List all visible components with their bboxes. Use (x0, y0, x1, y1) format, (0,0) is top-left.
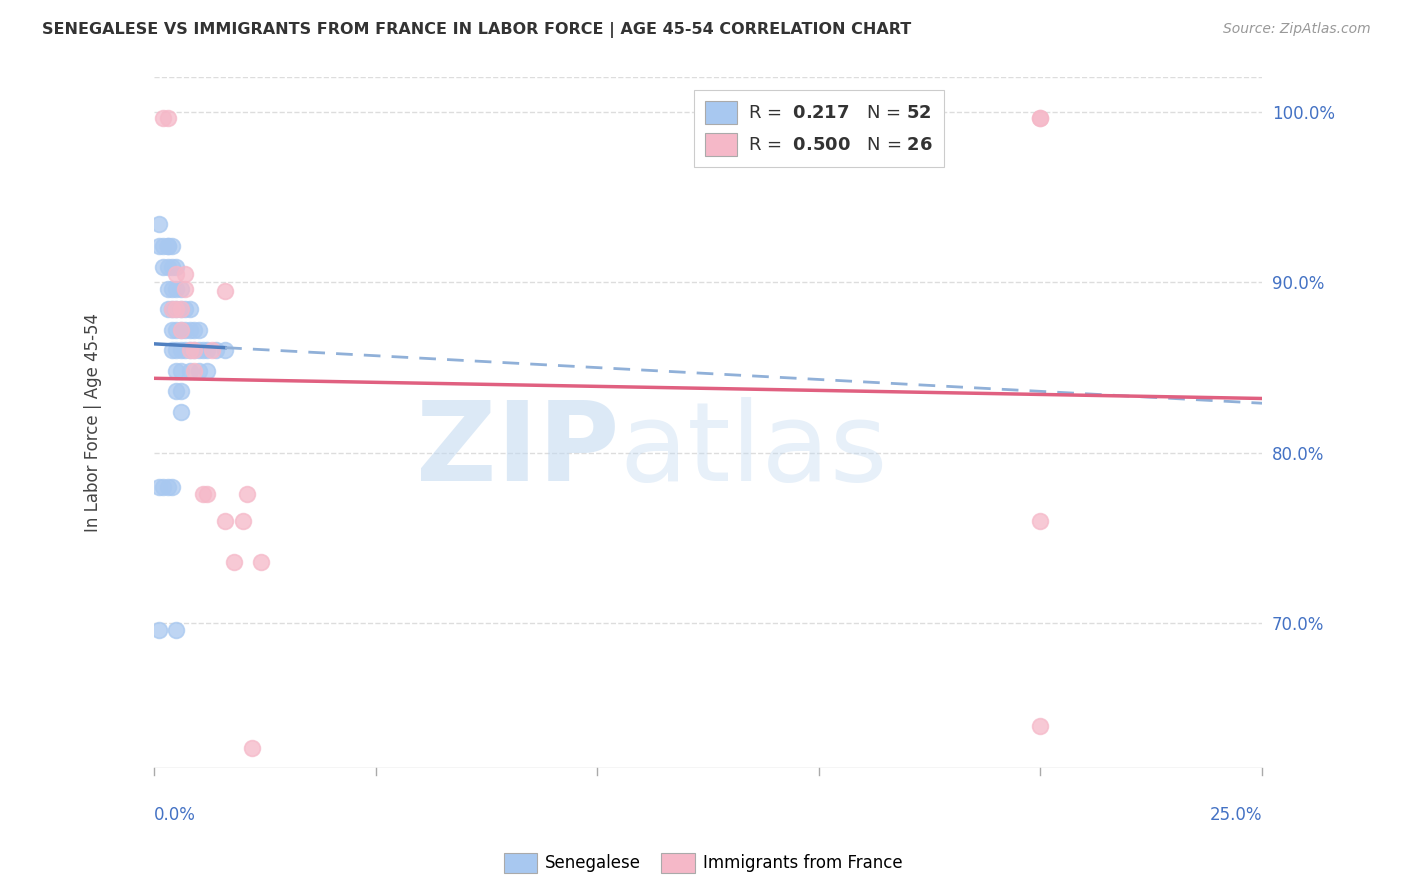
Point (170, 323, 193, 337)
Point (156, 480, 179, 494)
Point (183, 343, 205, 358)
Point (165, 343, 187, 358)
Text: Source: ZipAtlas.com: Source: ZipAtlas.com (1223, 22, 1371, 37)
Point (187, 323, 209, 337)
Point (148, 480, 170, 494)
Point (179, 323, 201, 337)
Point (148, 239, 170, 253)
Point (170, 384, 193, 399)
Point (156, 239, 179, 253)
Point (160, 302, 183, 317)
Point (174, 323, 197, 337)
Point (197, 343, 219, 358)
Point (1029, 112, 1052, 126)
Point (170, 282, 193, 296)
Point (165, 384, 187, 399)
Point (152, 112, 174, 126)
Point (170, 323, 193, 337)
Point (240, 740, 263, 755)
Point (1029, 112, 1052, 126)
Point (165, 282, 187, 296)
Point (179, 343, 201, 358)
Point (160, 282, 183, 296)
Point (183, 343, 205, 358)
Point (165, 364, 187, 378)
Point (156, 260, 179, 274)
Point (1029, 514, 1052, 528)
Point (152, 260, 174, 274)
Point (160, 260, 183, 274)
Point (201, 343, 224, 358)
Point (236, 486, 259, 500)
Point (191, 343, 214, 358)
Legend: Senegalese, Immigrants from France: Senegalese, Immigrants from France (496, 847, 910, 880)
Point (174, 282, 197, 296)
Point (170, 364, 193, 378)
Point (232, 514, 254, 528)
Point (165, 302, 187, 317)
Point (179, 302, 201, 317)
Text: 0.0%: 0.0% (155, 805, 195, 823)
Point (214, 284, 236, 298)
Text: ZIP: ZIP (416, 397, 620, 504)
Point (156, 112, 179, 126)
Point (183, 364, 205, 378)
Point (160, 239, 183, 253)
Point (179, 343, 201, 358)
Point (156, 302, 179, 317)
Point (197, 364, 219, 378)
Text: In Labor Force | Age 45-54: In Labor Force | Age 45-54 (84, 313, 103, 533)
Text: SENEGALESE VS IMMIGRANTS FROM FRANCE IN LABOR FORCE | AGE 45-54 CORRELATION CHAR: SENEGALESE VS IMMIGRANTS FROM FRANCE IN … (42, 22, 911, 38)
Point (197, 486, 219, 500)
Point (174, 343, 197, 358)
Point (249, 555, 271, 569)
Point (148, 217, 170, 231)
Point (152, 239, 174, 253)
Point (165, 260, 187, 274)
Point (152, 480, 174, 494)
Point (1029, 718, 1052, 732)
Point (179, 364, 201, 378)
Point (160, 302, 183, 317)
Point (191, 486, 214, 500)
Text: atlas: atlas (620, 397, 889, 504)
Point (160, 323, 183, 337)
Point (170, 302, 193, 317)
Point (156, 282, 179, 296)
Point (170, 343, 193, 358)
Point (156, 239, 179, 253)
Point (214, 343, 236, 358)
Point (174, 267, 197, 281)
Point (165, 323, 187, 337)
Point (170, 302, 193, 317)
Point (148, 623, 170, 637)
Point (222, 555, 245, 569)
Point (187, 364, 209, 378)
Point (174, 302, 197, 317)
Point (205, 343, 228, 358)
Point (165, 302, 187, 317)
Point (165, 623, 187, 637)
Point (214, 514, 236, 528)
Point (183, 323, 205, 337)
Point (160, 480, 183, 494)
Point (165, 267, 187, 281)
Point (170, 405, 193, 419)
Point (187, 343, 209, 358)
Point (160, 343, 183, 358)
Text: 25.0%: 25.0% (1209, 805, 1263, 823)
Legend: R =  $\bf{0.217}$   N = $\bf{52}$, R =  $\bf{0.500}$   N = $\bf{26}$: R = $\bf{0.217}$ N = $\bf{52}$, R = $\bf… (695, 90, 943, 167)
